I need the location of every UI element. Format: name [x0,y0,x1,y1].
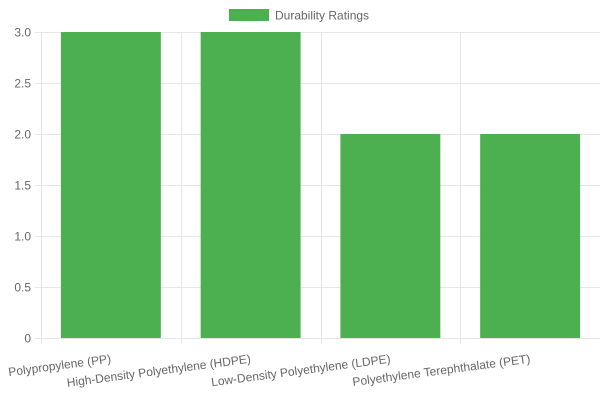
bar[interactable] [480,134,581,338]
bar[interactable] [60,32,161,338]
legend-swatch [229,9,269,21]
y-tick-label: 0 [24,332,31,346]
bars [60,32,581,338]
bar[interactable] [340,134,441,338]
bar[interactable] [200,32,301,338]
legend[interactable]: Durability Ratings [229,9,369,23]
y-tick-label: 1.0 [14,230,31,244]
y-tick-label: 2.0 [14,128,31,142]
legend-label: Durability Ratings [275,9,369,23]
y-tick-label: 1.5 [14,179,31,193]
y-tick-label: 2.5 [14,77,31,91]
y-tick-label: 3.0 [14,26,31,40]
y-tick-label: 0.5 [14,281,31,295]
